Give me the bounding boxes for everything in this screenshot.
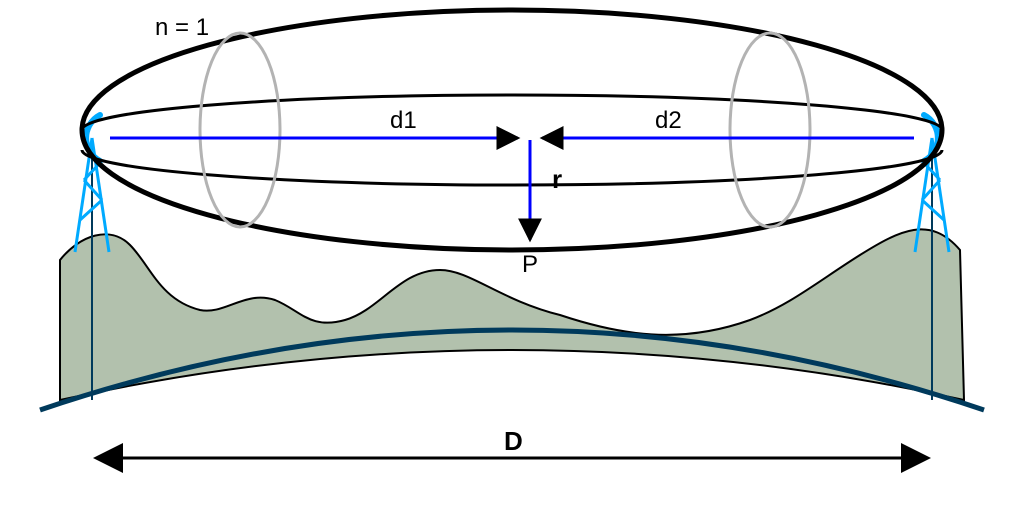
label-n: n = 1 — [155, 14, 209, 41]
inner-ellipse-right — [730, 33, 810, 227]
label-p: P — [522, 251, 538, 278]
label-d2: d2 — [655, 107, 682, 134]
fresnel-zone-diagram: n = 1 d1 d2 r P D — [0, 0, 1024, 509]
terrain — [60, 229, 964, 400]
label-d1: d1 — [390, 107, 417, 134]
outer-ellipse — [82, 10, 942, 250]
label-r: r — [552, 164, 562, 194]
ellipse-band-bottom — [82, 150, 942, 185]
ellipse-band-top — [82, 95, 942, 130]
label-D: D — [504, 426, 523, 456]
inner-ellipse-left — [200, 33, 280, 227]
